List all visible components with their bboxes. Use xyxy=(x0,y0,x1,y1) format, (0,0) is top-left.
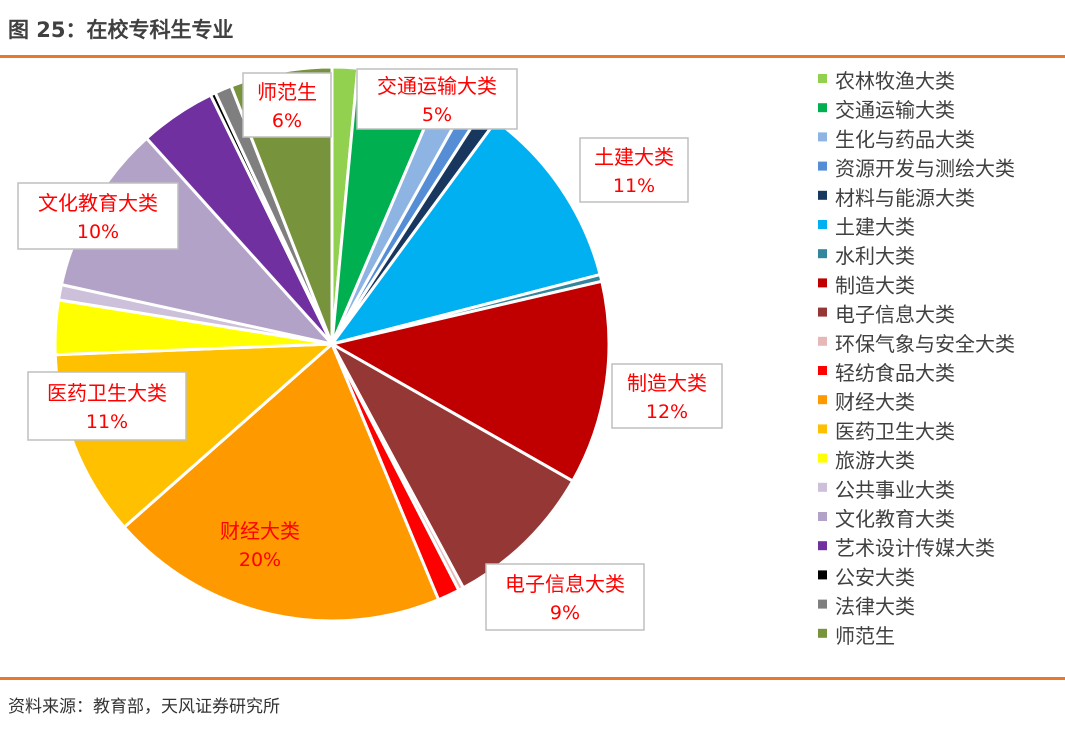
legend-swatch xyxy=(818,161,827,171)
data-label-box xyxy=(356,68,518,130)
legend-label: 农林牧渔大类 xyxy=(835,69,955,93)
data-label-percent: 5% xyxy=(422,104,452,126)
legend-item-6: 土建大类 xyxy=(818,215,915,239)
legend-swatch xyxy=(818,570,827,580)
title-rule xyxy=(0,55,1065,58)
legend-swatch xyxy=(818,395,827,405)
legend-label: 轻纺食品大类 xyxy=(835,361,955,385)
data-label-percent: 6% xyxy=(272,110,302,132)
legend-swatch xyxy=(818,512,827,521)
legend-swatch xyxy=(818,74,827,83)
legend-swatch xyxy=(818,541,827,551)
data-label-8: 师范生 6% xyxy=(242,72,332,138)
legend-swatch xyxy=(818,103,827,113)
legend-swatch xyxy=(818,249,827,259)
legend-item-12: 财经大类 xyxy=(818,390,915,414)
data-label-name: 财经大类 xyxy=(220,519,300,543)
legend-item-4: 资源开发与测绘大类 xyxy=(818,157,1015,181)
legend-label: 水利大类 xyxy=(835,244,915,268)
pie-slice-12 xyxy=(122,342,440,623)
legend-label: 文化教育大类 xyxy=(835,507,955,531)
legend-item-3: 生化与药品大类 xyxy=(818,127,975,151)
figure-title: 图 25：在校专科生专业 xyxy=(8,18,234,42)
data-label-5: 财经大类 20% xyxy=(220,519,300,571)
legend-item-20: 师范生 xyxy=(818,624,895,648)
legend-label: 医药卫生大类 xyxy=(835,419,955,443)
legend-item-2: 交通运输大类 xyxy=(818,98,955,122)
data-label-name: 文化教育大类 xyxy=(38,191,158,215)
legend-item-5: 材料与能源大类 xyxy=(818,186,975,210)
legend-swatch xyxy=(818,482,827,492)
data-label-percent: 20% xyxy=(239,549,281,571)
legend-swatch xyxy=(818,366,827,375)
legend-label: 旅游大类 xyxy=(835,449,915,473)
legend-label: 制造大类 xyxy=(835,273,915,297)
data-label-box xyxy=(611,363,723,429)
legend-item-13: 医药卫生大类 xyxy=(818,419,955,443)
legend-item-7: 水利大类 xyxy=(818,244,915,268)
data-label-name: 电子信息大类 xyxy=(505,572,625,596)
data-label-4: 电子信息大类 9% xyxy=(485,563,645,631)
legend-item-9: 电子信息大类 xyxy=(818,303,955,327)
legend-label: 资源开发与测绘大类 xyxy=(835,157,1015,181)
data-label-name: 医药卫生大类 xyxy=(47,381,167,405)
pie-slice-8 xyxy=(330,279,611,483)
data-label-box xyxy=(485,563,645,631)
data-label-3: 制造大类 12% xyxy=(611,363,723,429)
legend-item-19: 法律大类 xyxy=(818,595,915,619)
legend-label: 师范生 xyxy=(835,624,895,648)
data-label-1: 交通运输大类 5% xyxy=(356,68,518,130)
legend-swatch xyxy=(818,628,827,638)
legend-label: 环保气象与安全大类 xyxy=(835,332,1015,356)
legend-label: 材料与能源大类 xyxy=(835,186,975,210)
legend-label: 公共事业大类 xyxy=(835,478,955,502)
data-label-7: 文化教育大类 10% xyxy=(17,182,179,250)
legend-swatch xyxy=(818,453,827,463)
data-label-percent: 10% xyxy=(77,221,119,243)
legend-item-14: 旅游大类 xyxy=(818,449,915,473)
data-label-box xyxy=(17,182,179,250)
legend-swatch xyxy=(818,278,827,288)
legend-item-10: 环保气象与安全大类 xyxy=(818,332,1015,356)
legend-item-8: 制造大类 xyxy=(818,273,915,297)
data-label-name: 制造大类 xyxy=(627,371,707,395)
legend-swatch xyxy=(818,132,827,142)
legend-label: 电子信息大类 xyxy=(835,303,955,327)
pie-slice-9 xyxy=(330,342,575,590)
legend-item-16: 文化教育大类 xyxy=(818,507,955,531)
legend-item-15: 公共事业大类 xyxy=(818,478,955,502)
data-label-name: 土建大类 xyxy=(594,145,674,169)
data-label-2: 土建大类 11% xyxy=(579,137,689,203)
data-label-name: 交通运输大类 xyxy=(377,74,497,98)
legend-item-18: 公安大类 xyxy=(818,565,915,589)
legend-label: 生化与药品大类 xyxy=(835,127,975,151)
source-note: 资料来源：教育部，天风证券研究所 xyxy=(8,697,280,717)
legend-swatch xyxy=(818,336,827,346)
legend-item-11: 轻纺食品大类 xyxy=(818,361,955,385)
data-label-percent: 11% xyxy=(613,175,655,197)
data-label-box xyxy=(242,72,332,138)
legend-swatch xyxy=(818,220,827,229)
data-label-box xyxy=(579,137,689,203)
legend-swatch xyxy=(818,307,827,317)
legend-item-1: 农林牧渔大类 xyxy=(818,69,955,93)
legend-swatch xyxy=(818,190,827,200)
legend-label: 财经大类 xyxy=(835,390,915,414)
legend-label: 交通运输大类 xyxy=(835,98,955,122)
source-rule xyxy=(0,677,1065,680)
data-label-percent: 11% xyxy=(86,411,128,433)
legend-label: 法律大类 xyxy=(835,595,915,619)
legend-swatch xyxy=(818,424,827,434)
legend-label: 公安大类 xyxy=(835,565,915,589)
data-label-name: 师范生 xyxy=(257,80,317,104)
data-label-percent: 12% xyxy=(646,401,688,423)
legend-label: 艺术设计传媒大类 xyxy=(835,536,995,560)
data-label-6: 医药卫生大类 11% xyxy=(27,371,187,441)
legend-swatch xyxy=(818,599,827,609)
data-label-box xyxy=(27,371,187,441)
legend-item-17: 艺术设计传媒大类 xyxy=(818,536,995,560)
data-label-percent: 9% xyxy=(550,602,580,624)
legend-label: 土建大类 xyxy=(835,215,915,239)
